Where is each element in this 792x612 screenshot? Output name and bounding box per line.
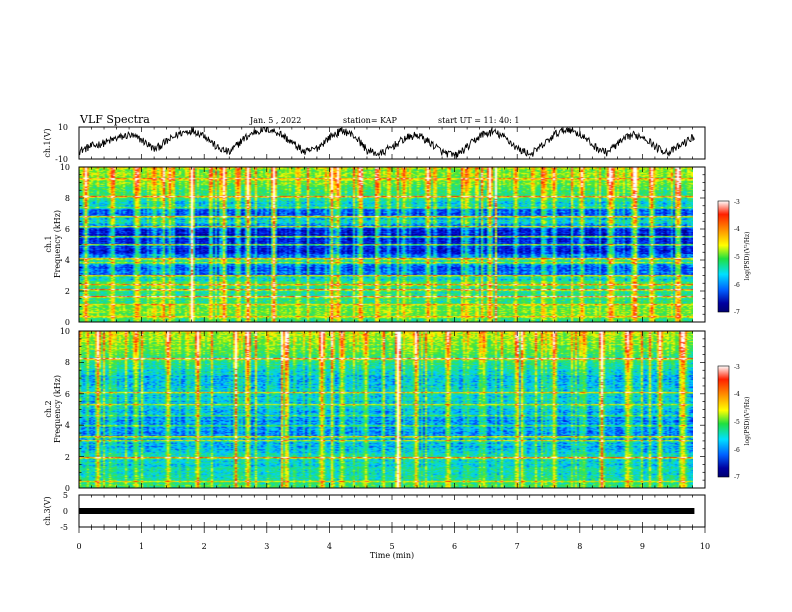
ch1-spec-ylabel-frequency: Frequency (kHz)	[53, 210, 62, 278]
colorbar-ch2-tick-m4: -4	[734, 391, 740, 398]
ch1-waveform-line	[78, 126, 695, 159]
figure-title: VLF Spectra	[79, 113, 150, 126]
time-tick-label-7: 7	[515, 542, 520, 551]
ch1-freq-tick-2: 2	[65, 287, 70, 296]
time-axis-ticks	[78, 127, 706, 533]
time-tick-label-1: 1	[139, 542, 144, 551]
ch3-wave-tick-mid: 0	[63, 507, 68, 516]
ch2-freq-tick-6: 6	[65, 390, 70, 399]
time-tick-label-3: 3	[264, 542, 269, 551]
colorbar-ch2-tick-m5: -5	[734, 419, 740, 426]
colorbar-ch1-tick-m3: -3	[734, 199, 740, 206]
ch1-spectrogram-image	[79, 167, 693, 322]
ch2-freq-tick-4: 4	[65, 421, 70, 430]
time-tick-label-10: 10	[700, 542, 710, 551]
colorbar-ch1-gradient	[717, 200, 730, 313]
colorbar-ch2-gradient	[717, 365, 730, 478]
ch3-wave-tick-bottom: -5	[60, 523, 68, 532]
time-axis-labels: 0 1 2 3 4 5 6 7 8 9 10	[76, 542, 710, 551]
colorbar-ch1-label: log(PSD)(V²/Hz)	[744, 232, 751, 281]
time-tick-label-2: 2	[202, 542, 207, 551]
time-tick-label-8: 8	[577, 542, 582, 551]
ch2-freq-tick-8: 8	[65, 358, 70, 367]
colorbar-ch1: -3 -4 -5 -6 -7 log(PSD)(V²/Hz)	[717, 199, 751, 316]
colorbar-ch2-label: log(PSD)(V²/Hz)	[744, 397, 751, 446]
ch2-freq-tick-2: 2	[65, 453, 70, 462]
ch2-freq-tick-0: 0	[65, 484, 70, 493]
ch2-freq-tick-10: 10	[60, 327, 70, 336]
ch1-freq-tick-4: 4	[65, 256, 70, 265]
time-tick-label-4: 4	[327, 542, 332, 551]
colorbar-ch2-tick-m7: -7	[734, 474, 740, 481]
start-time-label: start UT = 11: 40: 1	[438, 116, 519, 125]
ch1-spec-ylabel-channel: ch.1	[44, 235, 53, 252]
ch1-freq-tick-8: 8	[65, 194, 70, 203]
time-tick-label-5: 5	[389, 542, 394, 551]
ch1-wave-tick-top: 10	[58, 123, 68, 132]
time-tick-label-9: 9	[640, 542, 645, 551]
time-tick-label-6: 6	[452, 542, 457, 551]
ch1-spectrogram-panel: 0 2 4 6 8 10 ch.1 Frequency (kHz)	[44, 163, 706, 327]
time-axis-title: Time (min)	[370, 551, 414, 560]
ch1-freq-tick-6: 6	[65, 225, 70, 234]
time-tick-label-0: 0	[76, 542, 81, 551]
ch2-spec-ylabel-channel: ch.2	[44, 400, 53, 417]
ch3-wave-ylabel: ch.3(V)	[43, 496, 52, 525]
ch1-freq-tick-0: 0	[65, 318, 70, 327]
colorbar-ch2-tick-m3: -3	[734, 364, 740, 371]
ch3-wave-tick-top: 5	[63, 491, 68, 500]
ch2-spectrogram-panel: 0 2 4 6 8 10 ch.2 Frequency (kHz)	[44, 327, 706, 493]
ch3-waveform-line	[79, 508, 695, 514]
ch1-wave-tick-bottom: -10	[55, 155, 68, 164]
date-label: Jan. 5 , 2022	[249, 116, 301, 125]
colorbar-ch1-tick-m7: -7	[734, 309, 740, 316]
ch1-wave-ylabel: ch.1(V)	[43, 128, 52, 157]
ch2-spectrogram-image	[79, 331, 693, 488]
colorbar-ch2-tick-m6: -6	[734, 447, 740, 454]
colorbar-ch1-tick-m6: -6	[734, 282, 740, 289]
colorbar-ch2: -3 -4 -5 -6 -7 log(PSD)(V²/Hz)	[717, 364, 751, 481]
colorbar-ch1-tick-m5: -5	[734, 254, 740, 261]
ch2-spec-ylabel-frequency: Frequency (kHz)	[53, 375, 62, 443]
station-label: station= KAP	[343, 116, 398, 125]
ch1-freq-tick-10: 10	[60, 163, 70, 172]
colorbar-ch1-tick-m4: -4	[734, 226, 740, 233]
